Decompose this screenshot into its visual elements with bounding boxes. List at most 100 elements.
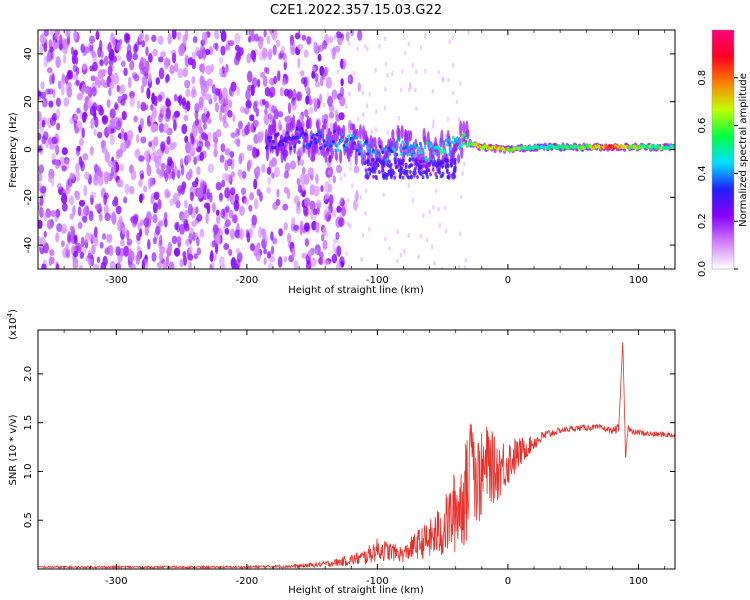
spectrogram-noise-cell xyxy=(220,45,226,56)
spectrogram-noise-cell xyxy=(156,261,163,269)
spectrogram-noise-cell xyxy=(353,166,357,172)
spectrogram-signal-cell xyxy=(402,146,406,151)
spectrogram-noise-cell xyxy=(408,82,412,88)
spectrogram-noise-cell xyxy=(83,46,90,54)
spectrogram-signal-cell xyxy=(364,168,368,173)
spectrogram-noise-cell xyxy=(173,93,178,102)
spectrogram-signal-cell xyxy=(347,134,351,138)
spectrogram-noise-cell xyxy=(246,144,253,152)
spectrogram-noise-cell xyxy=(403,249,406,255)
spectrogram-noise-cell xyxy=(283,186,289,194)
spectrogram-noise-cell xyxy=(189,191,194,202)
spectrogram-noise-cell xyxy=(80,43,85,53)
spectrogram-signal-cell xyxy=(455,137,459,141)
spectrogram-noise-cell xyxy=(101,115,107,122)
spectrogram-noise-cell xyxy=(184,135,189,144)
spectrogram-noise-cell xyxy=(68,195,75,206)
spectrogram-signal-cell xyxy=(300,127,304,131)
spectrogram-noise-cell xyxy=(89,44,94,52)
colorbar-tick-label: 0.8 xyxy=(697,70,708,86)
x-tick-label: -200 xyxy=(236,576,259,587)
spectrogram-noise-cell xyxy=(54,32,59,40)
spectrogram-noise-cell xyxy=(218,56,224,65)
spectrogram-signal-cell xyxy=(410,150,414,154)
spectrogram-noise-cell xyxy=(221,179,226,188)
spectrogram-signal-cell xyxy=(453,174,457,179)
snr-panel: -300 -200 -100 0 100 0.5 1.0 1.5 2.0 Height of … xyxy=(6,309,676,596)
y-tick-label: -40 xyxy=(23,237,34,253)
spectrogram-noise-cell xyxy=(266,35,271,45)
spectrogram-noise-cell xyxy=(158,67,165,80)
spectrogram-signal-cell xyxy=(314,140,318,145)
spectrogram-signal-cell xyxy=(403,151,407,156)
colorbar-fill xyxy=(712,30,734,269)
spectrogram-noise-cell xyxy=(79,251,84,260)
spectrogram-signal-cell xyxy=(293,144,297,149)
spectrogram-noise-cell xyxy=(135,134,140,144)
spectrogram-noise-cell xyxy=(225,95,230,105)
spectrogram-noise-cell xyxy=(64,74,69,85)
spectrogram-signal-cell xyxy=(277,142,281,147)
spectrogram-noise-cell xyxy=(100,261,107,269)
spectrogram-noise-cell xyxy=(438,223,442,229)
spectrogram-signal-cell xyxy=(373,169,377,174)
spectrogram-signal-cell xyxy=(317,129,321,134)
spectrogram-noise-cell xyxy=(254,169,260,178)
spectrogram-noise-cell xyxy=(38,90,42,97)
spectrogram-noise-cell xyxy=(407,87,411,93)
spectrogram-noise-cell xyxy=(107,160,114,168)
spectrogram-signal-cell xyxy=(308,117,312,130)
spectrogram-signal-cell xyxy=(450,173,453,178)
spectrogram-signal-cell xyxy=(556,146,560,151)
spectrogram-signal-cell xyxy=(354,149,358,166)
spectrogram-noise-cell xyxy=(117,54,122,62)
spectrogram-noise-cell xyxy=(128,250,135,263)
snr-x-axis-label: Height of straight line (km) xyxy=(288,585,424,596)
spectrogram-noise-cell xyxy=(82,153,89,161)
spectrogram-noise-cell xyxy=(168,261,175,269)
spectrogram-signal-cell xyxy=(288,136,292,141)
spectrogram-noise-cell xyxy=(165,73,170,83)
spectrogram-signal-cell xyxy=(418,141,422,146)
spectrogram-noise-cell xyxy=(433,260,436,266)
spectrogram-noise-cell xyxy=(214,245,219,255)
spectrogram-signal-cell xyxy=(338,149,343,164)
spectrogram-signal-cell xyxy=(391,168,395,173)
spectrogram-signal-cell xyxy=(378,145,382,149)
spectrogram-noise-cell xyxy=(83,101,89,113)
spectrogram-noise-cell xyxy=(328,104,335,113)
spectrogram-noise-cell xyxy=(46,67,53,74)
spectrogram-noise-cell xyxy=(39,33,46,45)
spectrogram-signal-cell xyxy=(400,152,403,157)
spectrogram-signal-cell xyxy=(400,170,404,175)
spectrogram-noise-cell xyxy=(305,95,310,105)
spectrogram-noise-cell xyxy=(231,214,238,224)
spectrogram-noise-cell xyxy=(338,217,345,227)
spectrogram-noise-cell xyxy=(80,87,85,94)
spectrogram-noise-cell xyxy=(335,231,340,240)
spectrogram-noise-cell xyxy=(343,58,347,64)
spectrogram-noise-cell xyxy=(109,263,116,269)
spectrogram-noise-cell xyxy=(222,114,227,122)
spectrogram-signal-cell xyxy=(422,157,426,161)
spectrogram-noise-cell xyxy=(448,39,451,45)
spectrogram-noise-cell xyxy=(150,196,155,205)
spectrogram-noise-cell xyxy=(196,236,200,247)
spectrogram-noise-cell xyxy=(178,94,183,106)
spectrogram-noise-cell xyxy=(256,79,261,88)
spectrogram-noise-cell xyxy=(451,62,455,68)
spectrogram-signal-cell xyxy=(343,146,347,151)
spectrogram-noise-cell xyxy=(349,166,352,172)
spectrogram-noise-cell xyxy=(155,77,161,85)
spectrogram-noise-cell xyxy=(61,165,67,172)
spectrogram-noise-cell xyxy=(90,117,95,130)
spectrogram-noise-cell xyxy=(93,128,98,136)
spectrogram-signal-cell xyxy=(393,157,397,162)
spectrogram-noise-cell xyxy=(159,246,166,255)
spectrogram-noise-cell xyxy=(284,115,291,123)
spectrogram-noise-cell xyxy=(205,65,212,76)
spectrogram-noise-cell xyxy=(328,36,334,44)
spectrogram-noise-cell xyxy=(341,206,347,217)
spectrogram-noise-cell xyxy=(43,212,47,222)
spectrogram-noise-cell xyxy=(236,251,243,263)
